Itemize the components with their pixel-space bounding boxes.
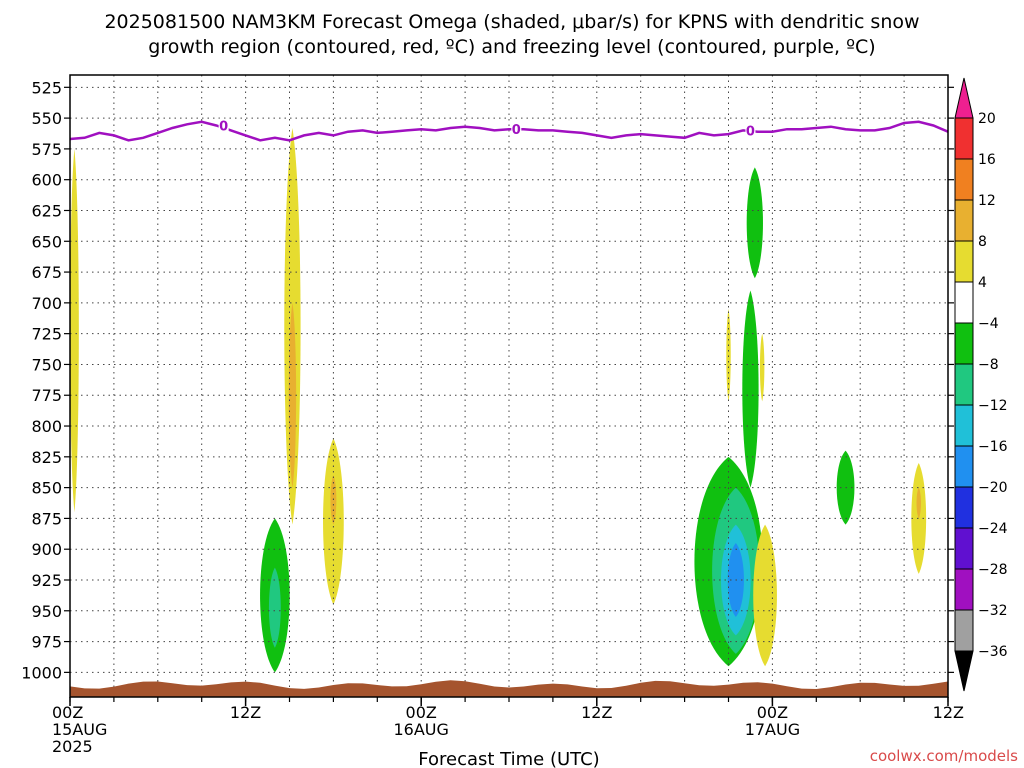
chart-title-line1: 2025081500 NAM3KM Forecast Omega (shaded… [104,11,919,33]
y-tick-label: 775 [31,386,62,405]
y-tick-label: 700 [31,294,62,313]
y-tick-label: 675 [31,263,62,282]
y-tick-label: 625 [31,201,62,220]
freezing-level-label: 0 [512,123,521,138]
colorbar-label: 12 [978,193,996,209]
x-tick-label: 00Z [406,703,437,722]
x-tick-label: 00Z [757,703,788,722]
colorbar-label: 4 [978,275,987,291]
y-tick-label: 525 [31,78,62,97]
colorbar-swatch [954,117,974,160]
omega-shading [69,127,927,673]
y-axis-pressure: 525 550 575 600 625 650 675 700 725 750 775 800 825 8… [21,78,954,682]
omega-region-2 [288,302,297,488]
omega-region-12 [746,167,763,279]
y-tick-label: 875 [31,509,62,528]
y-tick-label: 850 [31,479,62,498]
colorbar-legend: 20 16 12 8 4 −4 −8 −12 −16 −20 −24 −28 −32 −36 [954,77,1008,692]
ground-terrain [70,680,948,697]
colorbar-swatch [954,322,974,365]
y-tick-label: 575 [31,140,62,159]
colorbar-label: −8 [978,357,999,373]
freezing-level-label: 0 [219,119,228,134]
y-tick-label: 1000 [21,663,62,682]
freezing-level-labels: 0 0 0 [218,118,756,139]
colorbar-label: −4 [978,316,999,332]
x-tick-label: 12Z [230,703,261,722]
colorbar-swatch [954,158,974,201]
colorbar-top-arrow [954,77,974,119]
y-tick-label: 950 [31,602,62,621]
omega-region-6 [268,567,281,648]
y-tick-label: 800 [31,417,62,436]
freezing-label-bg [511,122,522,137]
colorbar-label: 8 [978,234,987,250]
colorbar-swatch [954,404,974,447]
colorbar-bottom-arrow [954,650,974,692]
colorbar-swatch [954,363,974,406]
freezing-level-label: 0 [746,124,755,139]
x-tick-label: 12Z [581,703,612,722]
y-tick-label: 550 [31,109,62,128]
x-axis-label: Forecast Time (UTC) [418,749,599,768]
colorbar-swatch [954,281,974,324]
colorbar-swatch [954,445,974,488]
y-tick-label: 725 [31,325,62,344]
colorbar-swatch [954,568,974,611]
y-tick-label: 900 [31,540,62,559]
x-tick-label: 2025 [52,737,93,756]
colorbar-label: −28 [978,562,1008,578]
x-tick-label: 12Z [933,703,964,722]
colorbar-swatch [954,486,974,529]
omega-region-15 [753,524,777,667]
plot-area: 0 0 0 [69,74,949,698]
y-tick-label: 975 [31,633,62,652]
omega-region-11 [742,290,759,488]
credit-text: coolwx.com/models [870,747,1018,765]
omega-region-14 [759,333,765,402]
y-tick-label: 750 [31,355,62,374]
colorbar-label: −24 [978,521,1008,537]
colorbar-label: −36 [978,644,1008,660]
y-tick-label: 925 [31,571,62,590]
y-tick-label: 600 [31,171,62,190]
colorbar-swatch [954,527,974,570]
colorbar-label: −32 [978,603,1008,619]
x-tick-label: 17AUG [745,720,800,739]
colorbar-swatch [954,240,974,283]
omega-region-0 [69,148,79,513]
y-tick-label: 825 [31,448,62,467]
x-tick-label: 16AUG [393,720,448,739]
colorbar-swatch [954,609,974,652]
colorbar-label: 20 [978,111,996,127]
grid-lines [69,75,949,697]
y-tick-label: 650 [31,232,62,251]
freezing-level-line [69,120,949,142]
omega-region-13 [726,309,731,402]
omega-region-18 [916,487,921,519]
x-tick-label: 00Z [52,703,83,722]
colorbar-label: −12 [978,398,1008,414]
freezing-label-bg [218,118,229,133]
colorbar-label: 16 [978,152,996,168]
colorbar-swatch [954,199,974,242]
colorbar-label: −20 [978,480,1008,496]
chart-title-line2: growth region (contoured, red, ºC) and f… [148,36,875,58]
colorbar-label: −16 [978,439,1008,455]
x-tick-label: 15AUG [52,720,107,739]
freezing-label-bg [745,123,756,138]
